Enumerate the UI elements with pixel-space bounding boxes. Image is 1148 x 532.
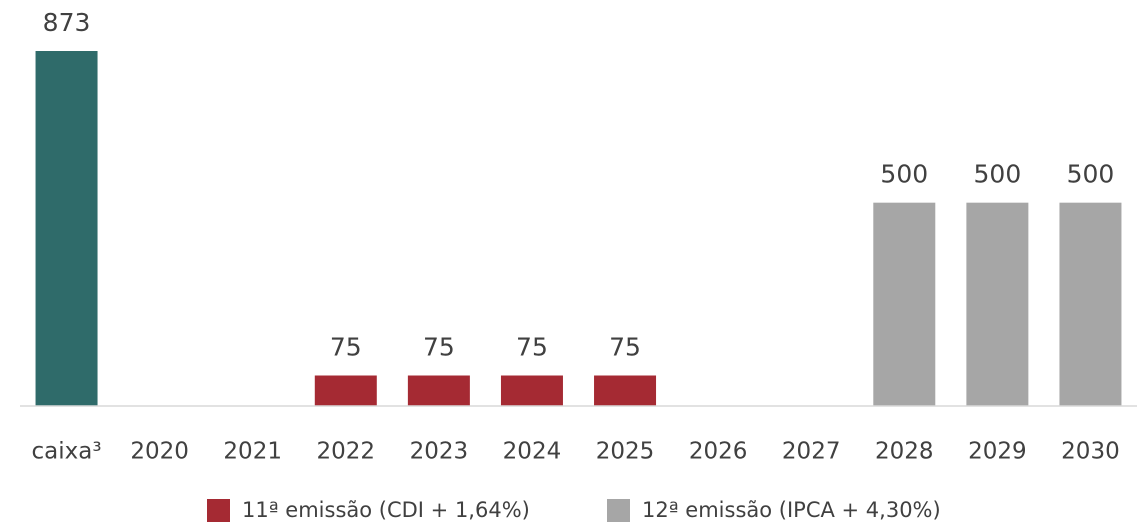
bar xyxy=(873,202,936,406)
x-tick-label: 2021 xyxy=(223,439,282,465)
bar xyxy=(966,202,1029,406)
bar xyxy=(1059,202,1122,406)
x-tick-label: 2030 xyxy=(1061,439,1120,465)
x-tick-label: 2025 xyxy=(596,439,655,465)
legend-label: 11ª emissão (CDI + 1,64%) xyxy=(242,498,530,522)
x-tick-label: 2023 xyxy=(410,439,469,465)
x-tick-label: 2027 xyxy=(782,439,841,465)
legend-swatch xyxy=(207,499,230,522)
value-label: 500 xyxy=(880,160,928,189)
x-tick-label: 2024 xyxy=(503,439,562,465)
x-tick-label: caixa³ xyxy=(32,439,102,465)
x-tick-label: 2020 xyxy=(130,439,189,465)
value-label: 873 xyxy=(43,8,91,37)
value-label: 75 xyxy=(609,333,641,362)
legend-label: 12ª emissão (IPCA + 4,30%) xyxy=(642,498,941,522)
x-tick-label: 2028 xyxy=(875,439,934,465)
x-tick-label: 2022 xyxy=(317,439,376,465)
value-label: 500 xyxy=(1067,160,1115,189)
value-label: 500 xyxy=(974,160,1022,189)
bar xyxy=(35,51,98,406)
legend-swatch xyxy=(607,499,630,522)
bar xyxy=(314,375,377,406)
x-tick-label: 2029 xyxy=(968,439,1027,465)
value-label: 75 xyxy=(423,333,455,362)
bar xyxy=(407,375,470,406)
value-label: 75 xyxy=(516,333,548,362)
bar xyxy=(500,375,563,406)
x-tick-label: 2026 xyxy=(689,439,748,465)
bar xyxy=(594,375,657,406)
value-label: 75 xyxy=(330,333,362,362)
